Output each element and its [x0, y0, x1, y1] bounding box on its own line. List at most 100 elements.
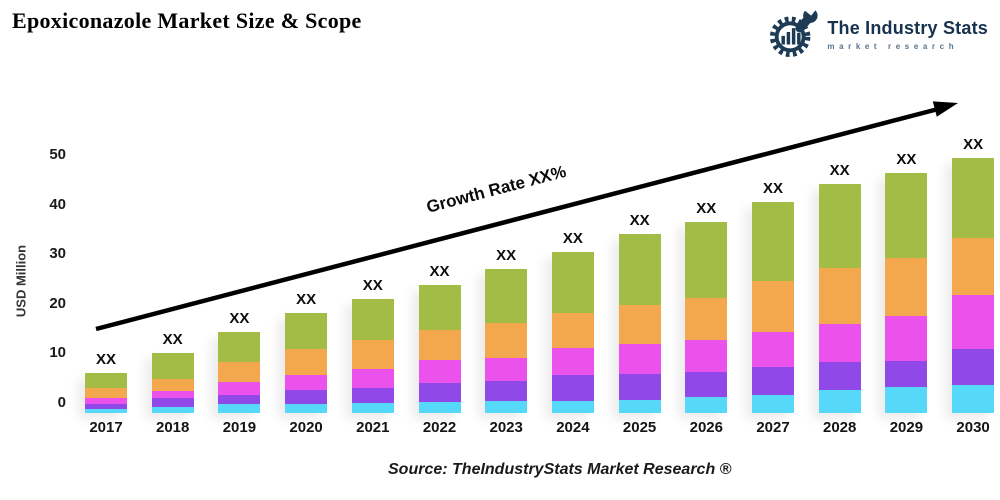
segment-magenta — [485, 357, 528, 381]
x-tick-label: 2017 — [89, 419, 123, 436]
x-tick-label: 2018 — [156, 419, 190, 436]
stacked-bar-2017 — [85, 373, 127, 413]
segment-cyan — [485, 400, 528, 413]
bar-value-label: XX — [362, 277, 383, 295]
segment-green — [618, 234, 661, 305]
segment-purple — [485, 380, 528, 401]
x-tick-label: 2029 — [889, 419, 924, 436]
segment-cyan — [818, 389, 861, 413]
gear-wrench-chart-icon — [768, 2, 820, 63]
segment-cyan — [752, 395, 794, 413]
segment-green — [218, 331, 261, 363]
bar-value-label: XX — [429, 262, 450, 280]
x-tick-label: 2021 — [356, 419, 390, 436]
stacked-bar-2026 — [685, 221, 728, 413]
segment-cyan — [218, 404, 261, 413]
segment-orange — [218, 362, 261, 382]
bar-value-label: XX — [762, 180, 783, 198]
brand-logo: The Industry Stats market research — [768, 2, 988, 63]
bar-value-label: XX — [896, 151, 917, 169]
bar-value-label: XX — [229, 309, 250, 327]
stacked-bar-2027 — [752, 202, 794, 413]
source-attribution: Source: TheIndustryStats Market Research… — [388, 461, 732, 478]
segment-orange — [885, 257, 928, 316]
x-tick-label: 2030 — [956, 419, 990, 436]
stacked-bar-2028 — [818, 183, 861, 413]
brand-tagline: market research — [827, 42, 959, 51]
segment-magenta — [151, 390, 194, 398]
page-title: Epoxiconazole Market Size & Scope — [12, 8, 362, 33]
bar-value-label: XX — [162, 331, 183, 349]
bar-value-label: XX — [829, 161, 850, 179]
y-tick-label: 20 — [49, 294, 66, 312]
bar-value-label: XX — [696, 199, 717, 217]
y-tick-label: 30 — [49, 245, 66, 263]
segment-purple — [351, 387, 394, 403]
segment-orange — [752, 281, 794, 333]
segment-cyan — [285, 404, 328, 413]
segment-purple — [752, 367, 794, 396]
segment-green — [485, 268, 528, 323]
segment-purple — [218, 395, 261, 405]
segment-green — [752, 202, 794, 282]
segment-magenta — [618, 343, 661, 374]
stacked-bar-2018 — [151, 353, 194, 413]
segment-green — [885, 173, 928, 258]
y-tick-label: 10 — [49, 344, 66, 362]
segment-purple — [952, 349, 995, 386]
segment-purple — [85, 404, 127, 409]
segment-green — [351, 299, 394, 340]
segment-purple — [551, 375, 594, 402]
segment-cyan — [685, 396, 728, 413]
x-tick-label: 2026 — [689, 419, 723, 436]
segment-cyan — [885, 387, 928, 413]
x-tick-label: 2024 — [556, 419, 590, 436]
x-tick-label: 2025 — [622, 419, 657, 436]
x-tick-label: 2022 — [422, 419, 457, 436]
x-tick-label: 2028 — [823, 419, 857, 436]
segment-orange — [818, 267, 861, 324]
segment-magenta — [752, 332, 794, 368]
x-tick-label: 2023 — [489, 419, 523, 436]
segment-magenta — [952, 294, 995, 350]
segment-purple — [885, 361, 928, 388]
segment-purple — [151, 397, 194, 407]
segment-green — [418, 284, 461, 331]
segment-orange — [952, 238, 995, 295]
x-tick-label: 2027 — [756, 419, 790, 436]
stacked-bar-2029 — [885, 173, 928, 413]
segment-purple — [818, 362, 861, 390]
stacked-bar-2023 — [485, 268, 528, 413]
stacked-bar-2030 — [952, 158, 995, 413]
bar-value-label: XX — [496, 246, 517, 264]
segment-magenta — [418, 359, 461, 384]
stacked-bar-2025 — [618, 234, 661, 413]
segment-green — [285, 312, 328, 349]
segment-orange — [485, 322, 528, 358]
segment-orange — [685, 297, 728, 340]
segment-cyan — [551, 401, 594, 413]
segment-cyan — [418, 401, 461, 413]
segment-cyan — [85, 408, 127, 413]
segment-orange — [418, 330, 461, 360]
segment-magenta — [218, 381, 261, 396]
stacked-bar-2022 — [418, 284, 461, 413]
segment-green — [685, 221, 728, 298]
brand-name: The Industry Stats — [827, 18, 988, 38]
segment-purple — [418, 383, 461, 402]
segment-magenta — [818, 323, 861, 363]
segment-orange — [151, 378, 194, 391]
bar-value-label: XX — [963, 136, 984, 154]
y-tick-label: 40 — [49, 195, 66, 213]
segment-magenta — [551, 348, 594, 376]
segment-orange — [85, 388, 127, 399]
segment-green — [85, 373, 127, 389]
segment-purple — [285, 390, 328, 405]
bar-value-label: XX — [296, 290, 317, 308]
segment-green — [551, 252, 594, 313]
segment-cyan — [151, 406, 194, 413]
segment-green — [818, 183, 861, 268]
x-tick-label: 2020 — [289, 419, 323, 436]
segment-magenta — [685, 339, 728, 373]
